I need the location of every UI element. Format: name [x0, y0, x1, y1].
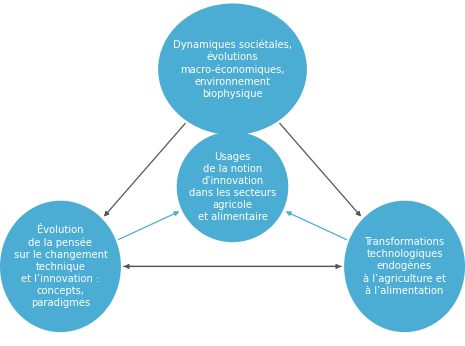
Text: Usages
de la notion
d’innovation
dans les secteurs
agricole
et alimentaire: Usages de la notion d’innovation dans le… — [189, 152, 276, 222]
Text: Évolution
de la pensée
sur le changement
technique
et l’innovation :
concepts,
p: Évolution de la pensée sur le changement… — [13, 225, 107, 308]
Ellipse shape — [158, 3, 307, 135]
Ellipse shape — [0, 201, 121, 332]
Text: Dynamiques sociétales,
évolutions
macro-économiques,
environnement
biophysique: Dynamiques sociétales, évolutions macro-… — [173, 40, 292, 99]
Text: Transformations
technologiques
endogènes
à l’agriculture et
à l’alimentation: Transformations technologiques endogènes… — [363, 237, 446, 296]
Ellipse shape — [177, 131, 288, 242]
Ellipse shape — [344, 201, 465, 332]
